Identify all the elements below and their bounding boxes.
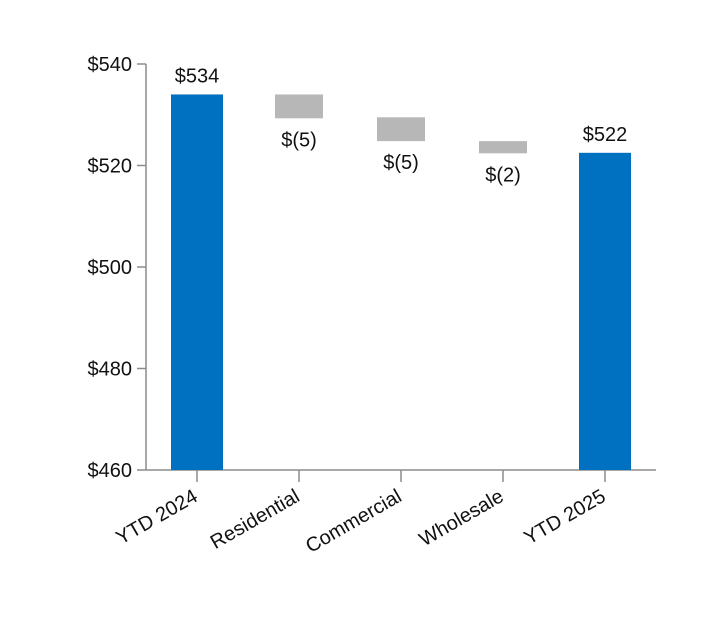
y-axis: $460 $480 $500 $520 $540 <box>88 54 147 482</box>
y-tick-label: $540 <box>88 54 133 76</box>
data-label: $522 <box>583 124 628 146</box>
y-tick-label: $460 <box>88 460 133 482</box>
x-category-label: Residential <box>207 485 304 554</box>
data-labels: $534 $(5) $(5) $(2) $522 <box>175 65 628 186</box>
data-label: $(5) <box>281 129 317 151</box>
x-category-label: Wholesale <box>416 485 508 551</box>
data-label: $(2) <box>485 164 521 186</box>
data-label: $(5) <box>383 152 419 174</box>
bars <box>171 94 631 470</box>
x-category-label: YTD 2024 <box>113 485 202 549</box>
delta-bar <box>479 141 527 154</box>
y-tick-label: $520 <box>88 156 133 178</box>
y-tick-label: $500 <box>88 257 133 279</box>
x-category-label: YTD 2025 <box>521 485 610 549</box>
y-tick-label: $480 <box>88 359 133 381</box>
total-bar <box>171 94 223 470</box>
data-label: $534 <box>175 65 220 87</box>
delta-bar <box>377 117 425 142</box>
delta-bar <box>275 94 323 119</box>
total-bar <box>579 152 631 470</box>
x-category-label: Commercial <box>302 485 405 557</box>
